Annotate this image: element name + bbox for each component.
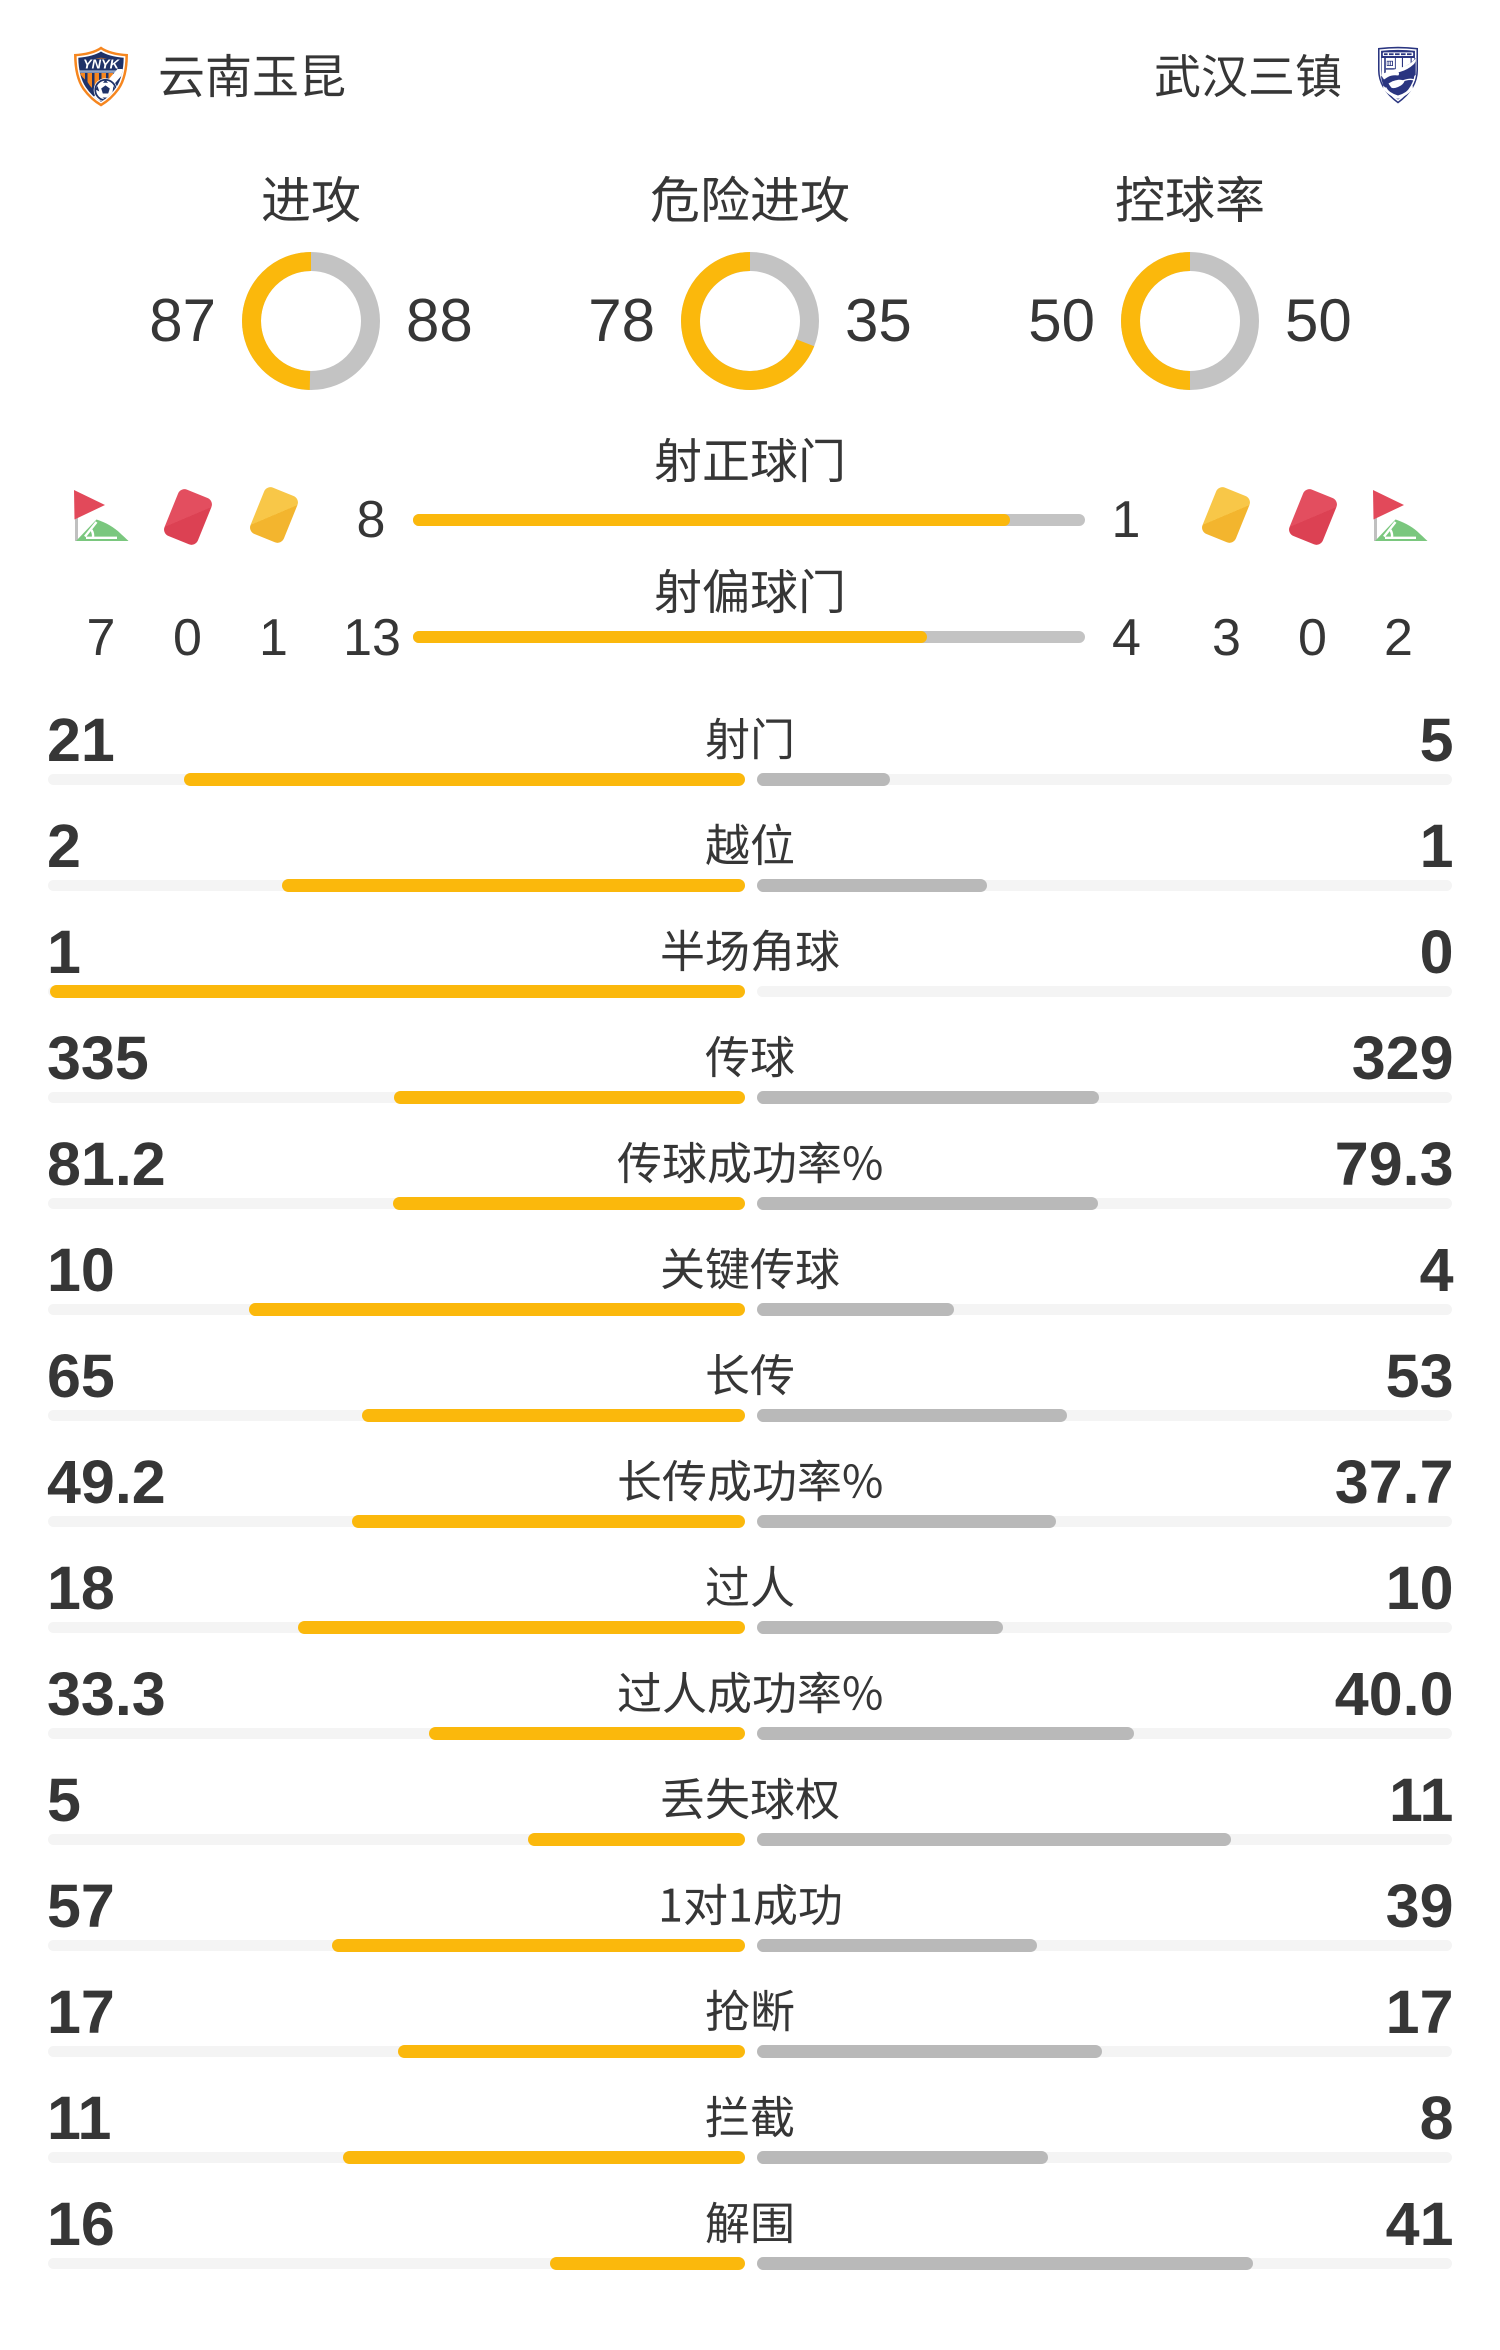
- svg-text:YNYK: YNYK: [83, 57, 121, 72]
